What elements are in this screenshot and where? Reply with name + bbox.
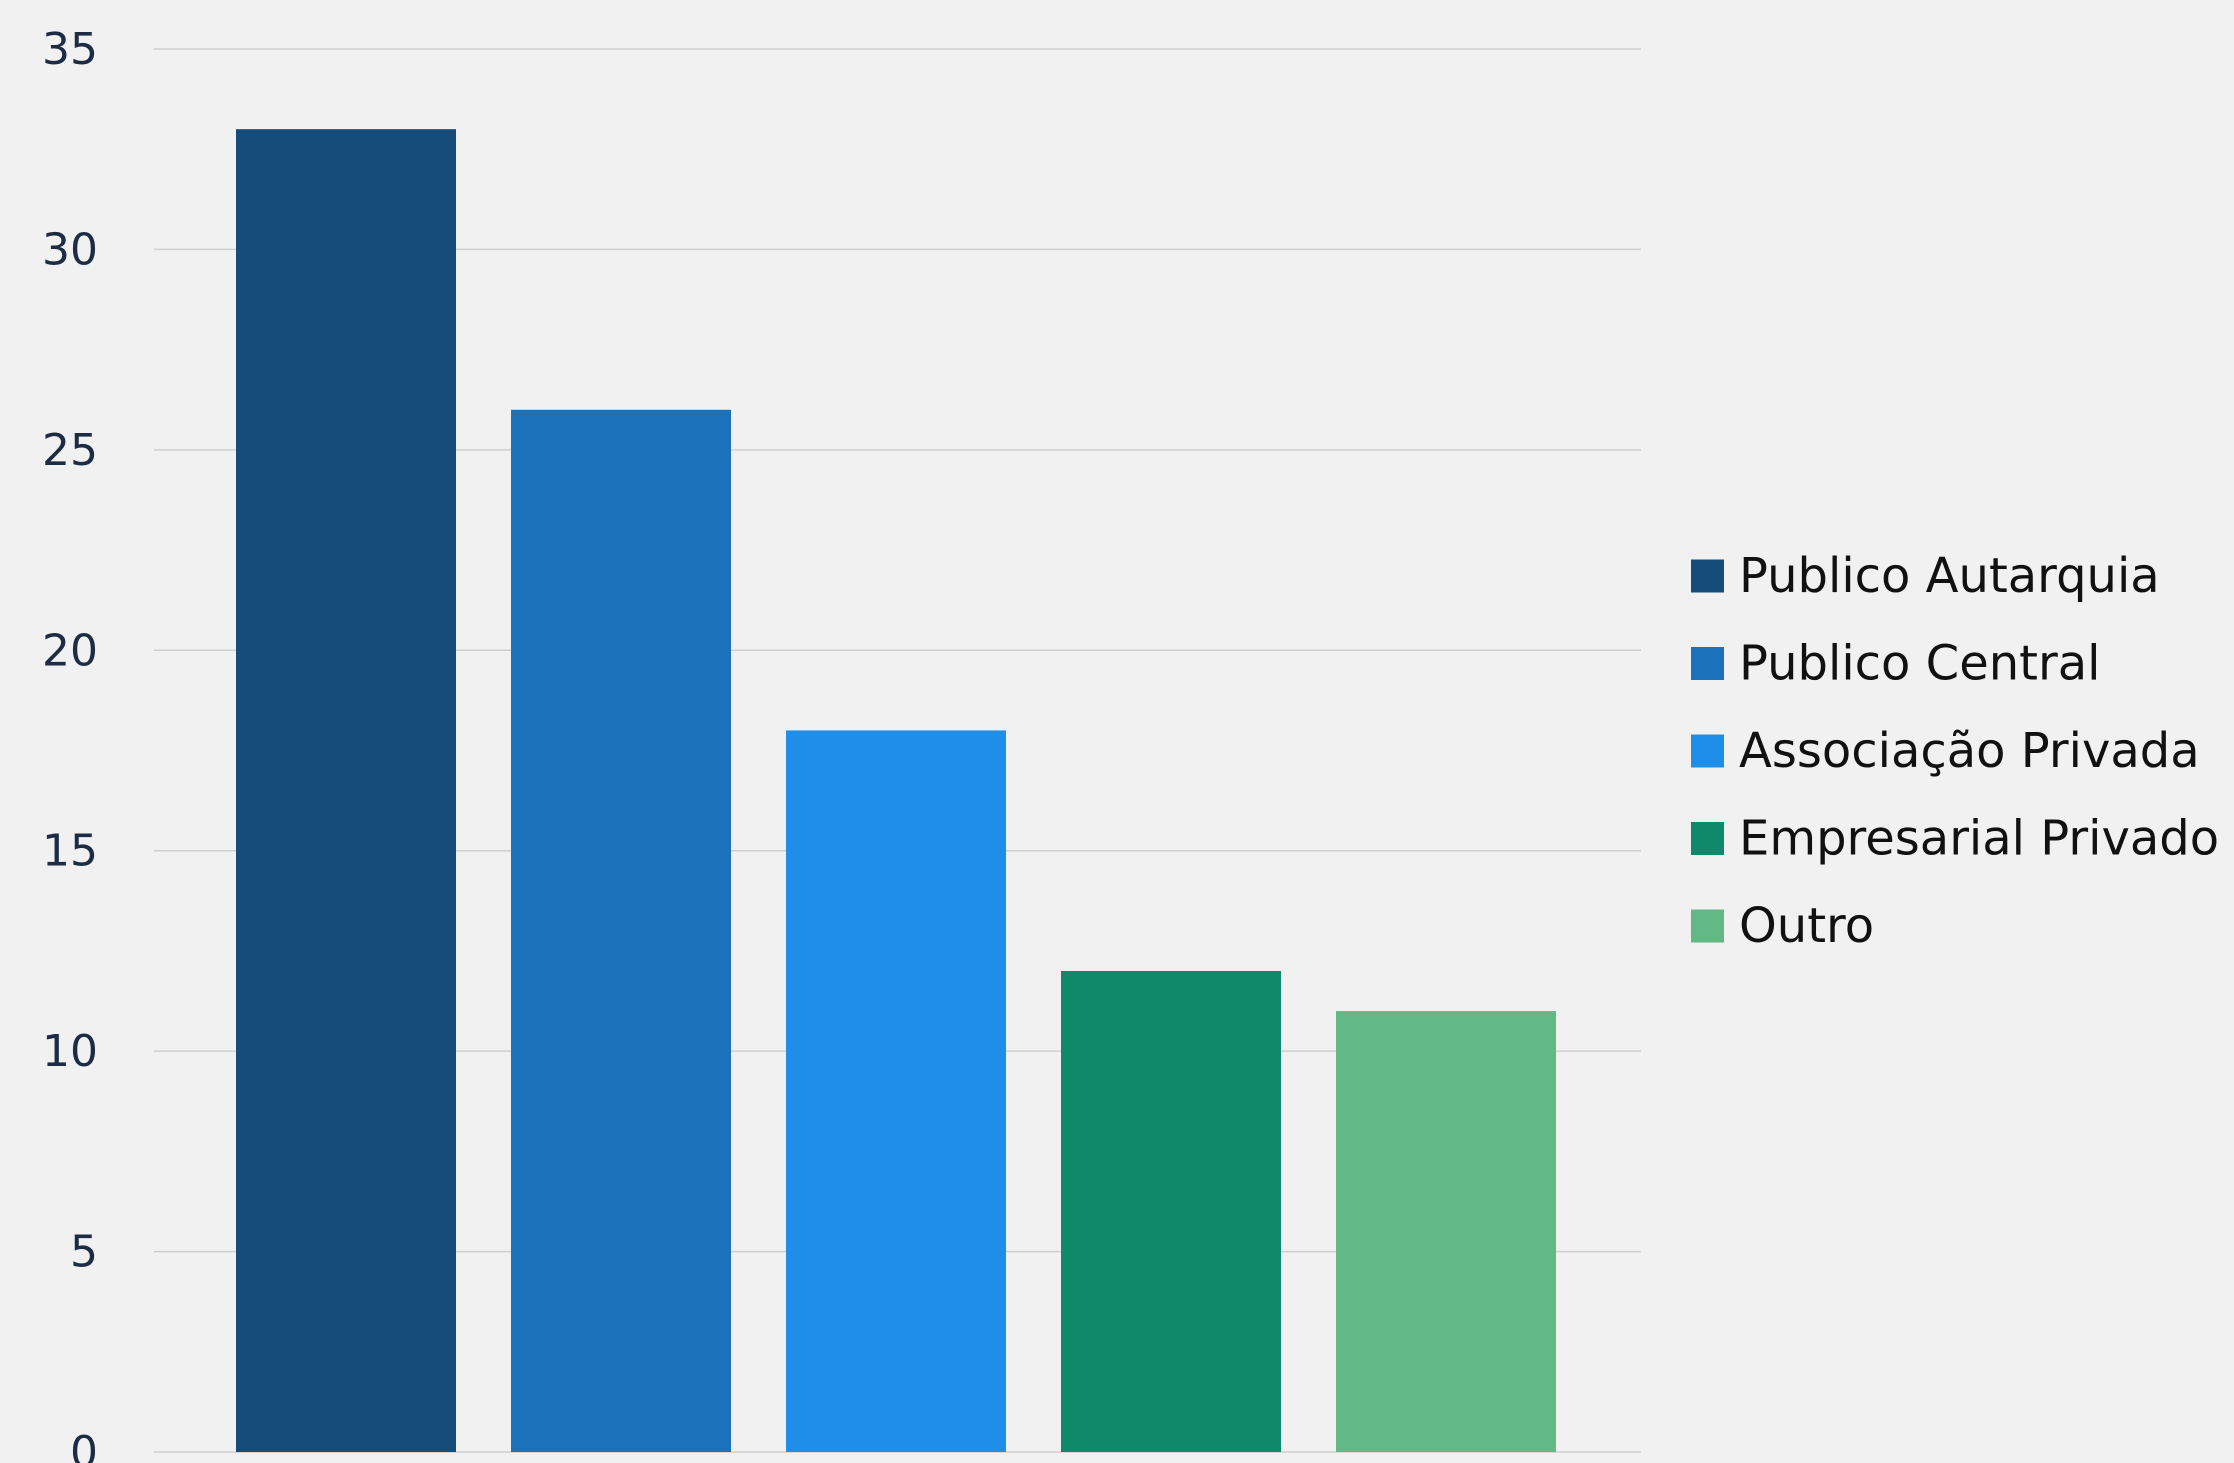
legend: Publico Autarquia Publico Central Associaç…: [1691, 548, 2219, 954]
y-tick-label: 30: [42, 224, 98, 275]
legend-swatch: [1691, 909, 1724, 943]
legend-label: Publico Central: [1739, 636, 2100, 692]
legend-label: Empresarial Privado: [1739, 811, 2219, 867]
legend-swatch: [1691, 734, 1724, 768]
legend-swatch: [1691, 647, 1724, 680]
bar: [511, 409, 731, 1452]
bar: [236, 129, 456, 1453]
y-tick-label: 20: [42, 625, 98, 676]
bar: [786, 730, 1006, 1452]
legend-label: Publico Autarquia: [1739, 548, 2160, 604]
y-tick-label: 5: [70, 1227, 98, 1278]
y-tick-label: 25: [42, 425, 98, 476]
bars: [236, 129, 1556, 1453]
y-tick-label: 10: [42, 1026, 98, 1077]
y-tick-label: 15: [42, 826, 98, 877]
y-axis-ticks: 0 5 10 15 20 25 30 35: [42, 24, 98, 1463]
y-tick-label: 35: [42, 24, 98, 75]
legend-swatch: [1691, 559, 1724, 593]
legend-swatch: [1691, 822, 1724, 855]
y-tick-label: 0: [70, 1427, 98, 1463]
bar: [1061, 970, 1281, 1452]
legend-label: Associação Privada: [1739, 723, 2200, 779]
legend-label: Outro: [1739, 898, 1874, 954]
bar: [1336, 1011, 1556, 1452]
